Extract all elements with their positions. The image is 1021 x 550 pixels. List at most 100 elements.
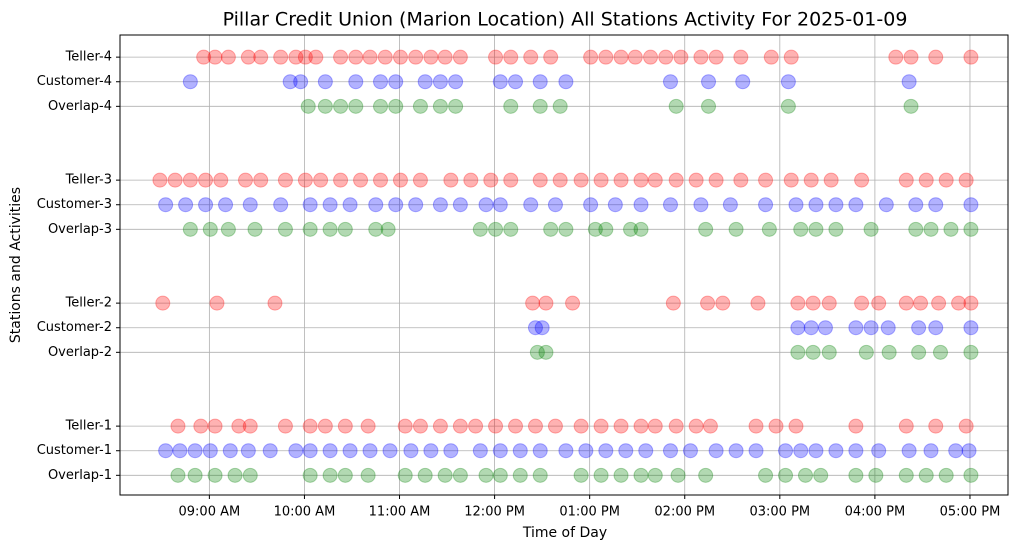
- point: [607, 197, 623, 213]
- point: [803, 320, 819, 336]
- point: [633, 197, 649, 213]
- point: [778, 467, 794, 483]
- point: [805, 344, 821, 360]
- point: [209, 295, 225, 311]
- point: [783, 172, 799, 188]
- y-tick-label: Teller-2: [65, 296, 112, 311]
- point: [288, 49, 304, 65]
- point: [627, 49, 643, 65]
- point: [267, 295, 283, 311]
- point: [871, 443, 887, 459]
- point: [958, 172, 974, 188]
- point: [158, 443, 174, 459]
- point: [317, 74, 333, 90]
- point: [182, 172, 198, 188]
- point: [758, 467, 774, 483]
- point: [368, 221, 384, 237]
- point: [932, 344, 948, 360]
- point: [503, 98, 519, 114]
- point: [868, 467, 884, 483]
- y-tick-label: Teller-3: [65, 173, 112, 188]
- point: [382, 443, 398, 459]
- point: [854, 172, 870, 188]
- y-tick-label: Teller-1: [65, 419, 112, 434]
- point: [373, 74, 389, 90]
- point: [748, 418, 764, 434]
- point: [808, 221, 824, 237]
- point: [198, 172, 214, 188]
- point: [220, 49, 236, 65]
- point: [552, 172, 568, 188]
- point: [503, 172, 519, 188]
- point: [821, 344, 837, 360]
- point: [532, 98, 548, 114]
- point: [408, 197, 424, 213]
- point: [360, 467, 376, 483]
- point: [854, 295, 870, 311]
- point: [805, 295, 821, 311]
- point: [297, 49, 313, 65]
- point: [633, 221, 649, 237]
- point: [187, 443, 203, 459]
- point: [903, 98, 919, 114]
- point: [823, 172, 839, 188]
- point: [317, 98, 333, 114]
- point: [848, 418, 864, 434]
- point: [558, 221, 574, 237]
- point: [647, 418, 663, 434]
- point: [858, 344, 874, 360]
- point: [508, 418, 524, 434]
- point: [583, 49, 599, 65]
- point: [231, 418, 247, 434]
- point: [662, 197, 678, 213]
- point: [613, 49, 629, 65]
- point: [380, 221, 396, 237]
- point: [963, 295, 979, 311]
- point: [938, 467, 954, 483]
- point: [348, 49, 364, 65]
- point: [701, 98, 717, 114]
- point: [237, 172, 253, 188]
- point: [377, 49, 393, 65]
- point: [647, 172, 663, 188]
- point: [573, 467, 589, 483]
- point: [403, 443, 419, 459]
- point: [558, 74, 574, 90]
- point: [963, 467, 979, 483]
- point: [700, 295, 716, 311]
- point: [733, 49, 749, 65]
- point: [923, 443, 939, 459]
- point: [362, 49, 378, 65]
- point: [196, 49, 212, 65]
- point: [768, 418, 784, 434]
- point: [613, 172, 629, 188]
- point: [478, 197, 494, 213]
- point: [463, 172, 479, 188]
- point: [452, 418, 468, 434]
- point: [848, 443, 864, 459]
- point: [673, 49, 689, 65]
- point: [443, 172, 459, 188]
- plot-frame: [119, 34, 1009, 496]
- point: [758, 172, 774, 188]
- point: [452, 197, 468, 213]
- point: [658, 49, 674, 65]
- point: [198, 197, 214, 213]
- point: [512, 443, 528, 459]
- y-tick-label: Teller-4: [65, 50, 112, 65]
- point: [172, 443, 188, 459]
- point: [322, 443, 338, 459]
- point: [277, 221, 293, 237]
- x-tick-label: 02:00 PM: [654, 505, 715, 520]
- point: [337, 221, 353, 237]
- point: [708, 172, 724, 188]
- point: [698, 467, 714, 483]
- point: [728, 443, 744, 459]
- point: [512, 467, 528, 483]
- point: [452, 467, 468, 483]
- point: [492, 74, 508, 90]
- point: [863, 320, 879, 336]
- point: [750, 295, 766, 311]
- point: [613, 467, 629, 483]
- point: [302, 221, 318, 237]
